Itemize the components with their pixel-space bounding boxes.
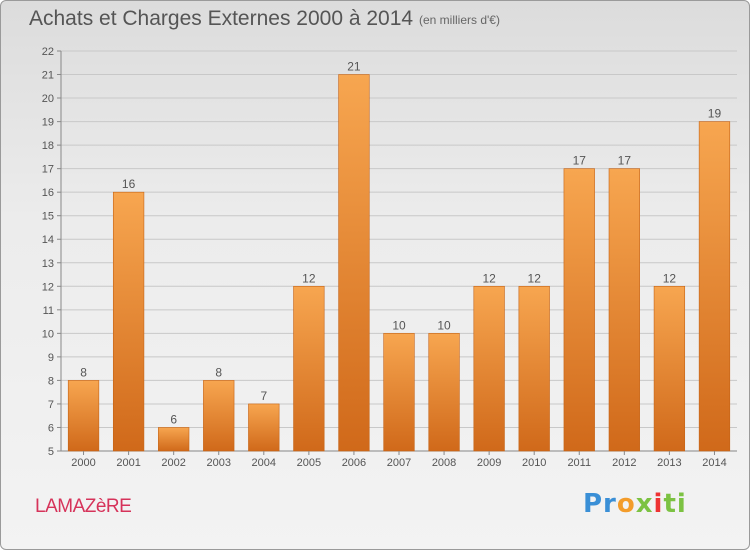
y-tick-label: 18 xyxy=(42,140,54,152)
y-tick-label: 19 xyxy=(42,117,54,129)
y-tick-label: 11 xyxy=(43,305,54,317)
x-tick-label: 2004 xyxy=(252,457,276,469)
data-label: 19 xyxy=(708,107,722,121)
data-label: 17 xyxy=(618,154,632,168)
data-label: 17 xyxy=(573,154,587,168)
bar-2005 xyxy=(293,285,325,452)
x-tick-label: 2013 xyxy=(657,457,681,469)
bar-2014 xyxy=(698,121,731,452)
x-tick-label: 2003 xyxy=(206,457,230,469)
bar-2009 xyxy=(473,285,505,452)
logo-part-4: i xyxy=(653,489,664,519)
logo-part-5: ti xyxy=(663,489,687,519)
data-label: 12 xyxy=(302,271,316,285)
logo-part-2: o xyxy=(616,489,636,519)
y-tick-label: 12 xyxy=(42,281,54,293)
y-tick-label: 13 xyxy=(42,258,54,270)
bar-2000 xyxy=(67,380,100,452)
chart-title: Achats et Charges Externes 2000 à 2014 xyxy=(29,7,414,30)
data-label: 6 xyxy=(170,412,177,426)
x-tick-label: 2009 xyxy=(477,457,501,469)
bar-2007 xyxy=(383,333,415,452)
data-label: 8 xyxy=(215,365,222,379)
bar-2001 xyxy=(112,191,145,452)
x-tick-label: 2000 xyxy=(71,457,95,469)
bars xyxy=(67,74,731,452)
y-tick-label: 21 xyxy=(42,70,54,82)
data-label: 16 xyxy=(122,177,136,191)
bar-2010 xyxy=(518,285,550,452)
y-tick-label: 22 xyxy=(42,46,54,58)
y-tick-label: 20 xyxy=(42,93,54,105)
bar-2012 xyxy=(608,168,640,452)
x-tick-label: 2012 xyxy=(612,457,636,469)
data-label: 10 xyxy=(392,318,406,332)
y-tick-label: 7 xyxy=(48,399,54,411)
y-tick-label: 9 xyxy=(48,352,54,364)
y-tick-label: 10 xyxy=(42,328,54,340)
data-label: 12 xyxy=(482,271,496,285)
y-tick-label: 15 xyxy=(42,211,54,223)
y-tick-label: 16 xyxy=(42,187,54,199)
bar-2011 xyxy=(563,168,595,452)
y-tick-label: 14 xyxy=(42,234,54,246)
bar-2008 xyxy=(428,333,460,452)
x-tick-label: 2007 xyxy=(387,457,411,469)
data-label: 8 xyxy=(80,365,87,379)
data-label: 7 xyxy=(260,389,267,403)
data-labels: 8 16 6 8 7 12 21 10 10 12 12 17 17 12 19 xyxy=(80,60,721,427)
x-tick-label: 2008 xyxy=(432,457,456,469)
x-axis-labels: 2000 2001 2002 2003 2004 2005 2006 2007 2008 2009… xyxy=(71,451,727,469)
commune-name: LAMAZèRE xyxy=(35,496,132,517)
bar-2013 xyxy=(653,285,686,452)
logo-part-1: Pr xyxy=(583,489,617,519)
chart-subtitle: (en milliers d'€) xyxy=(419,13,500,27)
x-tick-label: 2014 xyxy=(702,457,726,469)
y-tick-label: 17 xyxy=(42,164,54,176)
bar-2004 xyxy=(248,403,280,452)
x-tick-label: 2006 xyxy=(342,457,366,469)
bar-2003 xyxy=(203,380,235,452)
data-label: 10 xyxy=(437,318,451,332)
bar-2006 xyxy=(338,74,370,452)
bar-2002 xyxy=(158,427,190,452)
x-tick-label: 2001 xyxy=(116,457,140,469)
logo-part-3: x xyxy=(635,489,654,519)
data-label: 12 xyxy=(528,271,542,285)
x-tick-label: 2011 xyxy=(567,457,591,469)
y-tick-label: 8 xyxy=(48,375,54,387)
x-tick-label: 2005 xyxy=(297,457,321,469)
data-label: 12 xyxy=(663,271,677,285)
proxiti-logo[interactable]: Proxiti xyxy=(583,489,687,519)
y-tick-label: 5 xyxy=(48,446,54,458)
data-label: 21 xyxy=(347,60,361,74)
y-tick-label: 6 xyxy=(48,422,54,434)
x-tick-label: 2002 xyxy=(161,457,185,469)
x-tick-label: 2010 xyxy=(522,457,546,469)
